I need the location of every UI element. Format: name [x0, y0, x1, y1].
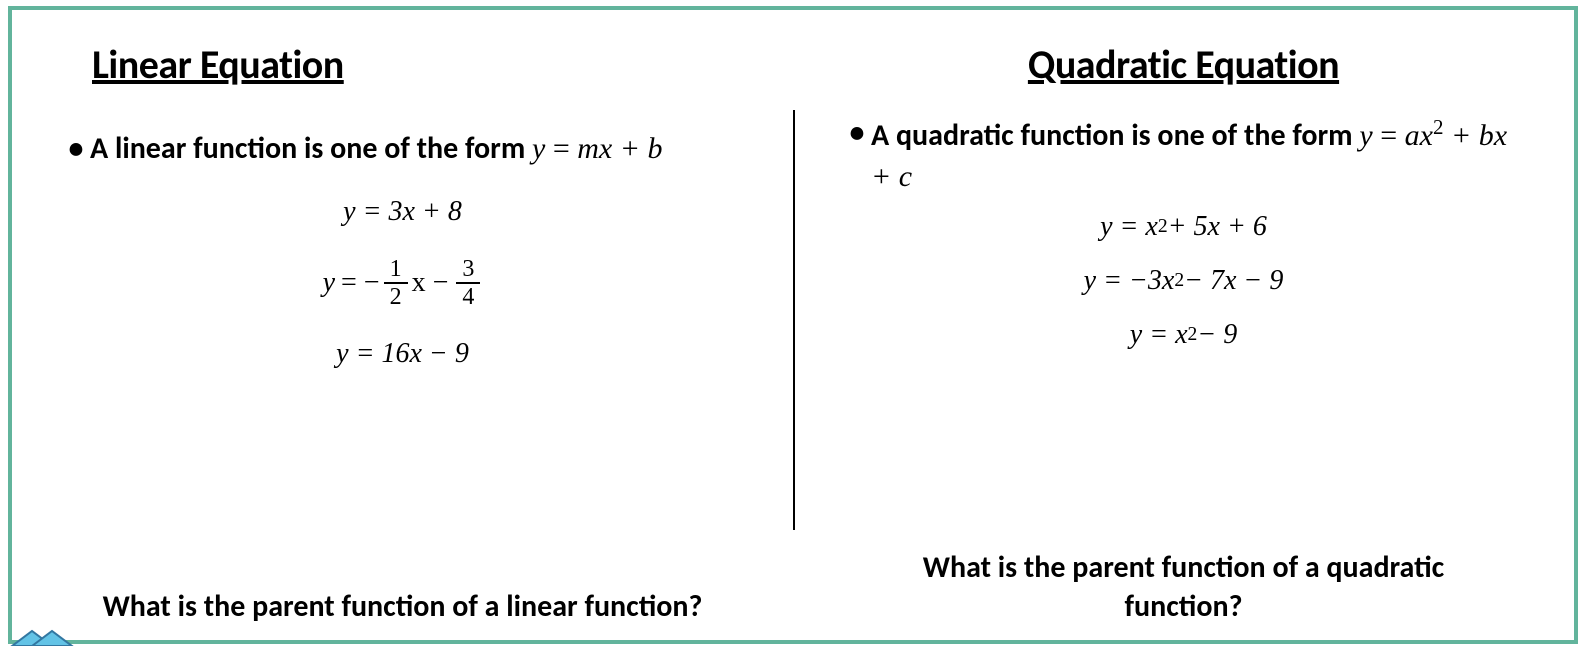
left-examples: y = 3x + 8 y = − 1 2 x − 3 4 y = 16x − 9	[62, 196, 743, 370]
content-frame: Linear Equation • A linear function is o…	[8, 6, 1578, 644]
left-example-1: y = 3x + 8	[343, 196, 462, 228]
left-title: Linear Equation	[92, 40, 743, 89]
right-bullet-prefix: A quadratic function is one of the form	[871, 117, 1359, 154]
left-bullet-text: A linear function is one of the form y =…	[90, 129, 743, 170]
left-general-form: y = mx + b	[532, 132, 662, 165]
left-column: Linear Equation • A linear function is o…	[12, 20, 793, 640]
fraction-1: 1 2	[384, 256, 408, 310]
fraction-2: 3 4	[456, 256, 480, 310]
right-example-2: y = −3x2 − 7x − 9	[1084, 265, 1284, 297]
right-column: Quadratic Equation • A quadratic functio…	[793, 20, 1574, 640]
right-title: Quadratic Equation	[843, 40, 1524, 89]
left-bullet-prefix: A linear function is one of the form	[90, 130, 532, 167]
right-example-3: y = x2 − 9	[1130, 319, 1237, 351]
right-question: What is the parent function of a quadrat…	[793, 548, 1574, 626]
left-bullet: • A linear function is one of the form y…	[62, 129, 743, 170]
left-question: What is the parent function of a linear …	[12, 587, 793, 626]
right-examples: y = x2 + 5x + 6 y = −3x2 − 7x − 9 y = x2…	[843, 211, 1524, 351]
right-bullet: • A quadratic function is one of the for…	[843, 113, 1524, 197]
right-bullet-text: A quadratic function is one of the form …	[871, 113, 1524, 197]
left-example-2: y = − 1 2 x − 3 4	[323, 256, 483, 310]
left-example-3: y = 16x − 9	[336, 338, 469, 370]
vertical-separator	[793, 110, 795, 530]
right-example-1: y = x2 + 5x + 6	[1100, 211, 1267, 243]
bullet-icon: •	[62, 129, 90, 170]
bullet-icon: •	[843, 113, 871, 154]
